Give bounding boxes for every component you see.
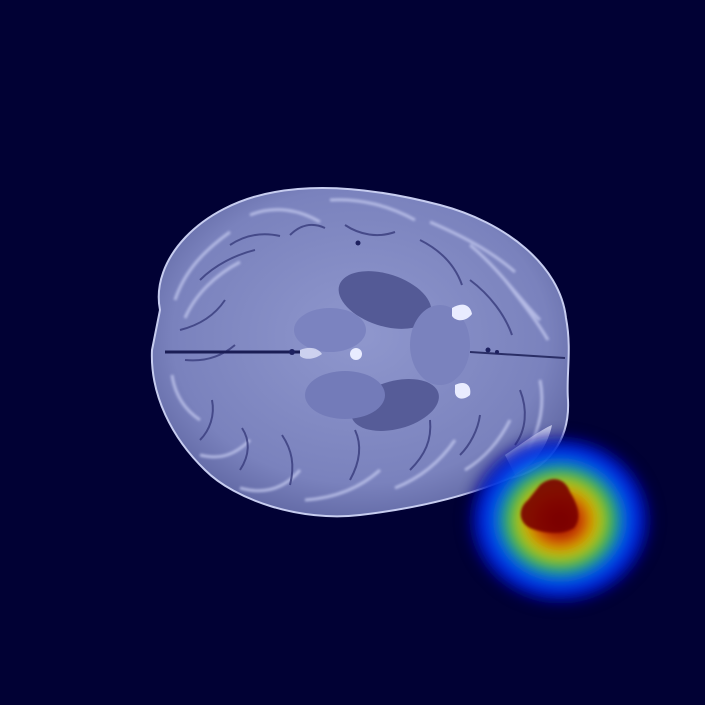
- heatmap-peak: [520, 479, 579, 533]
- vessel-dots: [289, 240, 499, 355]
- posterior-fissure: [469, 351, 566, 359]
- sulci: [179, 223, 526, 486]
- deep-structures: [294, 271, 470, 431]
- brain-slice: [150, 186, 570, 518]
- heatmap-overlay: [462, 430, 658, 610]
